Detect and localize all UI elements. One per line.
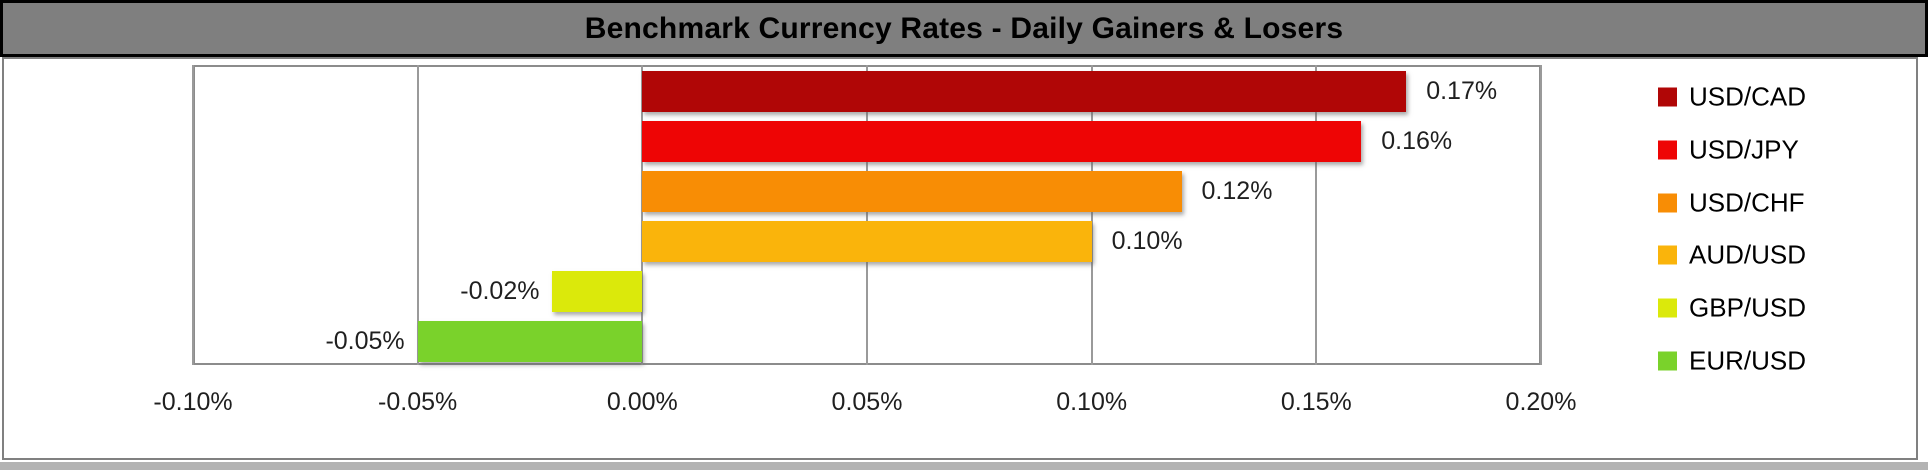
x-tick-label: 0.00% xyxy=(606,388,678,416)
gridline xyxy=(866,65,868,365)
gridline xyxy=(1540,65,1542,365)
legend-item-aud-usd: AUD/USD xyxy=(1658,240,1806,271)
legend-swatch xyxy=(1658,193,1677,213)
legend-item-usd-jpy: USD/JPY xyxy=(1658,134,1799,165)
legend-item-usd-cad: USD/CAD xyxy=(1658,82,1806,113)
x-tick-label: 0.15% xyxy=(1280,388,1352,416)
bar-aud-usd xyxy=(642,220,1092,262)
bar-usd-cad xyxy=(642,70,1407,112)
legend-swatch xyxy=(1658,298,1677,318)
legend-item-label: USD/JPY xyxy=(1689,134,1799,165)
legend-swatch xyxy=(1658,245,1677,265)
gridline xyxy=(416,65,419,365)
window-edge-strip xyxy=(0,462,1928,470)
legend-item-label: USD/CHF xyxy=(1689,187,1805,218)
x-tick-label: -0.05% xyxy=(378,388,458,416)
bar-value-label: -0.02% xyxy=(460,276,540,305)
bar-value-label: 0.16% xyxy=(1381,126,1453,155)
bar-value-label: -0.05% xyxy=(325,326,405,355)
legend-item-label: GBP/USD xyxy=(1689,292,1807,323)
chart-title: Benchmark Currency Rates - Daily Gainers… xyxy=(584,11,1344,45)
bar-eur-usd xyxy=(417,320,643,362)
bar-usd-jpy xyxy=(642,120,1362,162)
bar-value-label: 0.17% xyxy=(1426,76,1498,105)
legend-swatch xyxy=(1658,87,1677,107)
x-tick-label: 0.20% xyxy=(1505,388,1577,416)
legend-item-label: AUD/USD xyxy=(1689,239,1807,270)
chart-title-bar: Benchmark Currency Rates - Daily Gainers… xyxy=(0,0,1928,57)
legend-item-eur-usd: EUR/USD xyxy=(1658,346,1806,377)
legend-item-label: USD/CAD xyxy=(1689,81,1807,112)
bar-gbp-usd xyxy=(552,270,643,312)
legend-swatch xyxy=(1658,140,1677,160)
bar-usd-chf xyxy=(642,170,1182,212)
gridline xyxy=(1090,65,1093,365)
legend-item-usd-chf: USD/CHF xyxy=(1658,187,1805,218)
gridline xyxy=(641,65,644,365)
legend-item-label: EUR/USD xyxy=(1689,345,1807,376)
legend-item-gbp-usd: GBP/USD xyxy=(1658,293,1806,324)
gridline xyxy=(1315,65,1318,365)
gridline xyxy=(192,65,194,365)
bar-value-label: 0.10% xyxy=(1111,226,1183,255)
legend-swatch xyxy=(1658,351,1677,371)
x-tick-label: 0.05% xyxy=(831,388,903,416)
x-tick-label: 0.10% xyxy=(1056,388,1128,416)
bar-value-label: 0.12% xyxy=(1201,176,1273,205)
x-tick-label: -0.10% xyxy=(153,388,233,416)
